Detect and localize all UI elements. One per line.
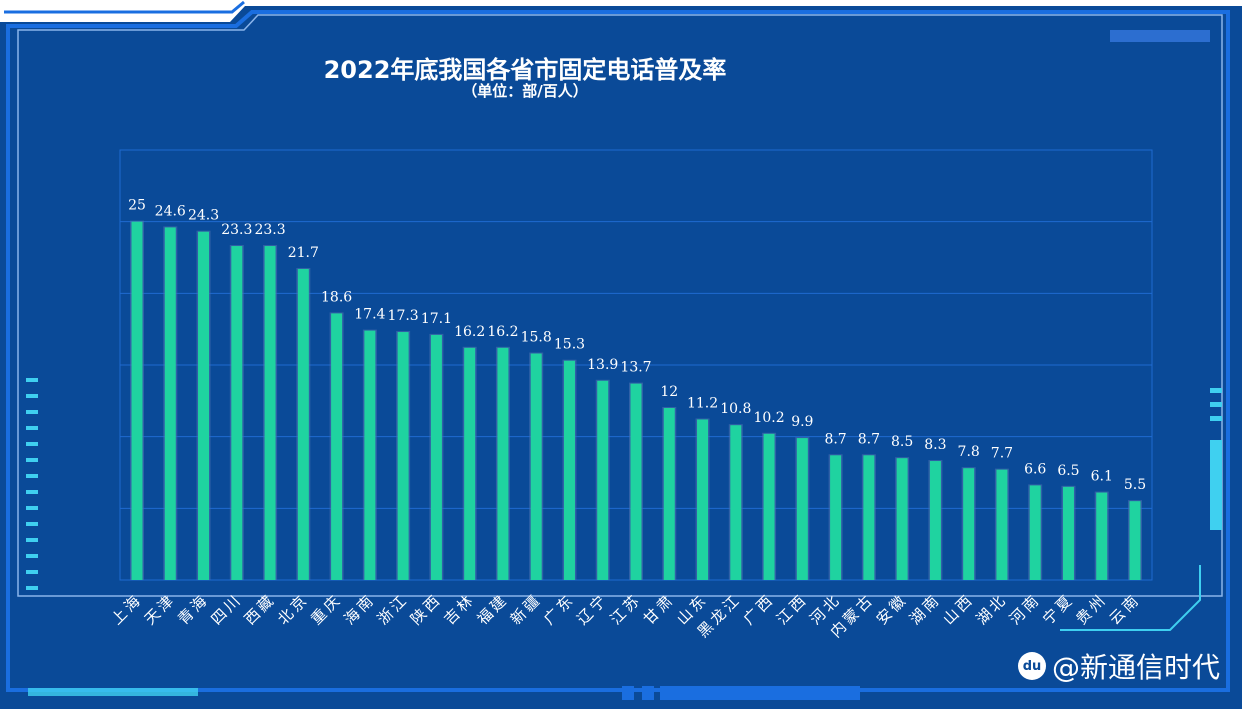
category-label: 广西 bbox=[740, 590, 778, 628]
data-label: 17.3 bbox=[388, 308, 419, 324]
category-label: 福建 bbox=[474, 590, 512, 628]
bar bbox=[464, 347, 476, 580]
data-label: 8.5 bbox=[891, 434, 913, 450]
data-label: 6.1 bbox=[1091, 469, 1113, 485]
watermark-text: @新通信时代 bbox=[1051, 651, 1220, 684]
data-label: 8.7 bbox=[824, 431, 846, 447]
bar bbox=[896, 458, 908, 580]
data-label: 15.3 bbox=[554, 337, 585, 353]
category-label: 重庆 bbox=[307, 590, 345, 628]
data-label: 21.7 bbox=[288, 245, 319, 261]
bar bbox=[630, 383, 642, 580]
bar bbox=[198, 231, 210, 580]
bar bbox=[763, 433, 775, 580]
data-label: 18.6 bbox=[321, 289, 352, 305]
bar bbox=[1029, 485, 1041, 580]
data-label: 5.5 bbox=[1124, 477, 1146, 493]
data-label: 6.6 bbox=[1024, 461, 1046, 477]
category-label: 辽宁 bbox=[573, 590, 611, 628]
chart-subtitle: （单位：部/百人） bbox=[462, 82, 588, 100]
data-label: 7.8 bbox=[958, 444, 980, 460]
category-label: 新疆 bbox=[507, 590, 545, 628]
data-label: 7.7 bbox=[991, 446, 1013, 462]
bar bbox=[1129, 501, 1141, 580]
data-label: 8.3 bbox=[924, 437, 946, 453]
data-label: 17.1 bbox=[421, 311, 452, 327]
category-label: 青海 bbox=[174, 590, 212, 628]
bar bbox=[963, 468, 975, 580]
bar bbox=[730, 425, 742, 580]
category-label: 宁夏 bbox=[1039, 590, 1077, 628]
bar bbox=[297, 268, 309, 580]
category-label: 江西 bbox=[773, 590, 811, 628]
category-label: 吉林 bbox=[440, 590, 478, 628]
data-label: 17.4 bbox=[354, 307, 385, 323]
category-label: 海南 bbox=[341, 590, 379, 628]
baidu-paw-icon: du bbox=[1017, 652, 1046, 680]
data-label: 8.7 bbox=[858, 431, 880, 447]
bar bbox=[929, 461, 941, 580]
bar bbox=[530, 353, 542, 580]
category-label: 湖北 bbox=[973, 590, 1011, 628]
bar bbox=[264, 246, 276, 581]
category-label: 上海 bbox=[108, 590, 146, 628]
watermark: du @新通信时代 bbox=[1017, 646, 1220, 686]
bar bbox=[164, 227, 176, 580]
category-label: 浙江 bbox=[374, 590, 412, 628]
bar bbox=[331, 313, 343, 580]
bar bbox=[397, 332, 409, 580]
data-label: 24.6 bbox=[155, 203, 186, 219]
category-label: 西藏 bbox=[241, 590, 279, 628]
category-label: 安徽 bbox=[873, 590, 911, 628]
data-label: 9.9 bbox=[791, 414, 813, 430]
category-label: 湖南 bbox=[906, 590, 944, 628]
data-label: 25 bbox=[128, 198, 146, 214]
category-label: 贵州 bbox=[1072, 590, 1110, 628]
bar bbox=[697, 419, 709, 580]
bar bbox=[597, 380, 609, 580]
data-label: 10.2 bbox=[753, 410, 784, 426]
data-label: 10.8 bbox=[720, 401, 751, 417]
category-label: 甘肃 bbox=[640, 590, 678, 628]
data-label: 6.5 bbox=[1057, 463, 1079, 479]
data-label: 24.3 bbox=[188, 208, 219, 224]
bar bbox=[663, 408, 675, 580]
bar bbox=[430, 334, 442, 580]
data-label: 11.2 bbox=[687, 395, 718, 411]
category-label: 北京 bbox=[274, 590, 312, 628]
data-label: 16.2 bbox=[454, 324, 485, 340]
data-label: 16.2 bbox=[487, 324, 518, 340]
category-label: 云南 bbox=[1106, 590, 1144, 628]
bar bbox=[830, 455, 842, 580]
data-label: 23.3 bbox=[221, 222, 252, 238]
bar bbox=[131, 221, 143, 580]
data-label: 12 bbox=[660, 384, 678, 400]
category-label: 河南 bbox=[1006, 590, 1044, 628]
category-label: 广东 bbox=[540, 590, 578, 628]
chart-title: 2022年底我国各省市固定电话普及率 bbox=[323, 56, 727, 84]
bar bbox=[863, 455, 875, 580]
category-label: 天津 bbox=[141, 590, 179, 628]
bar bbox=[364, 330, 376, 580]
bar bbox=[796, 438, 808, 580]
bar bbox=[563, 360, 575, 580]
data-label: 13.9 bbox=[587, 357, 618, 373]
bar bbox=[1096, 492, 1108, 580]
bar bbox=[996, 469, 1008, 580]
bar bbox=[231, 246, 243, 581]
category-label: 陕西 bbox=[407, 590, 445, 628]
bar bbox=[497, 347, 509, 580]
category-label: 四川 bbox=[207, 590, 245, 628]
data-label: 23.3 bbox=[254, 222, 285, 238]
category-label: 江苏 bbox=[607, 590, 645, 628]
bar bbox=[1062, 486, 1074, 580]
category-label: 山西 bbox=[939, 590, 977, 628]
data-label: 15.8 bbox=[521, 330, 552, 346]
data-label: 13.7 bbox=[620, 360, 651, 376]
